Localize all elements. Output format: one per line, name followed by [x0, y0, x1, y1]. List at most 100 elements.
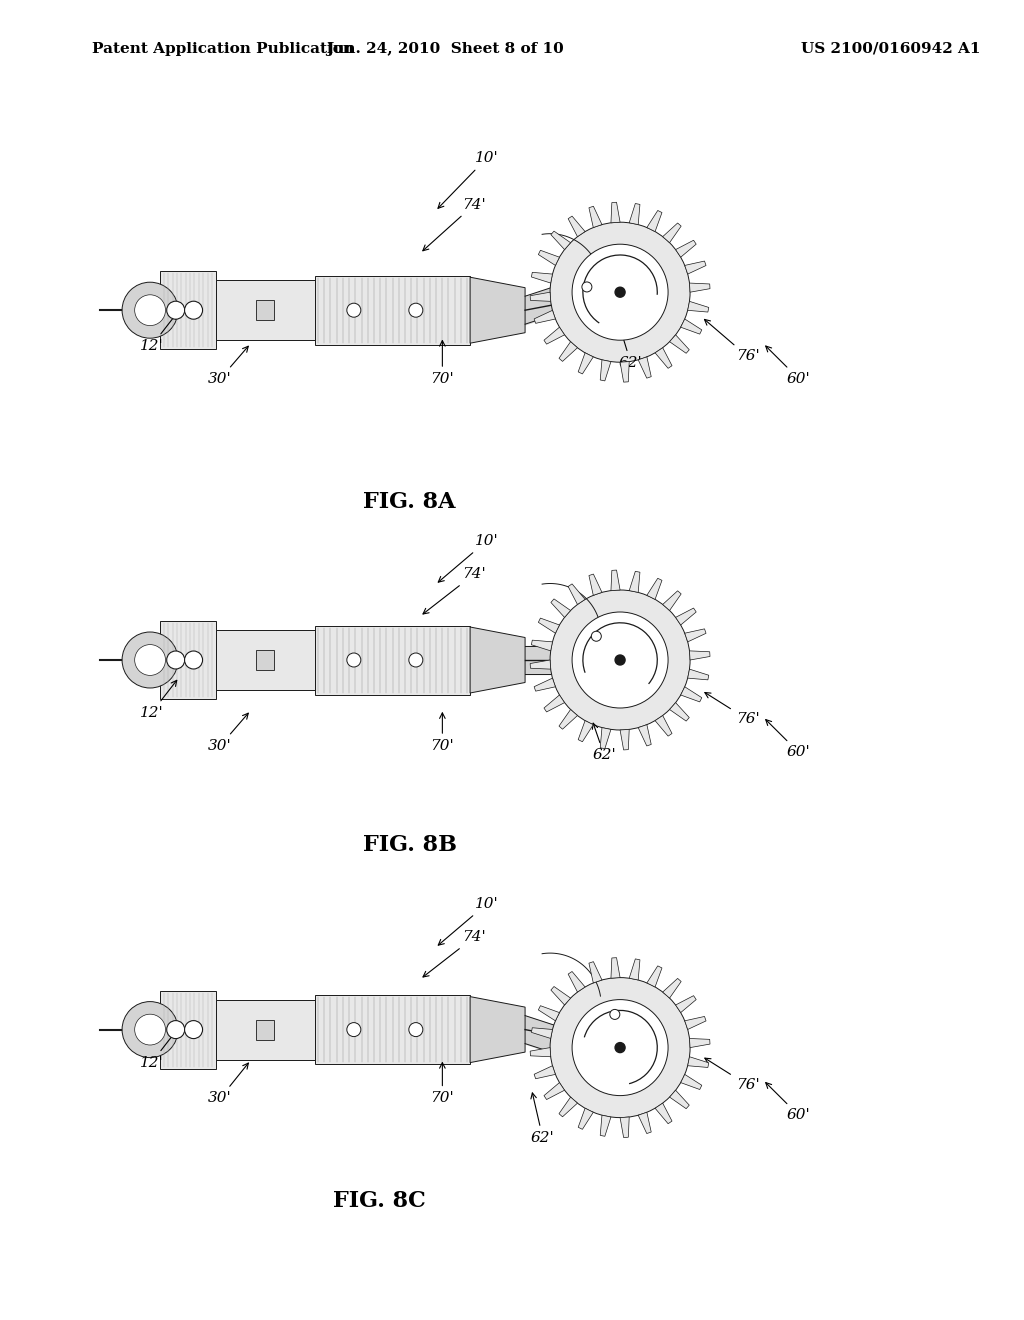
Polygon shape — [638, 1113, 651, 1134]
Polygon shape — [568, 583, 585, 605]
Polygon shape — [689, 282, 710, 292]
Text: 12': 12' — [139, 313, 177, 352]
Polygon shape — [621, 730, 629, 750]
Bar — [160, 271, 216, 350]
Text: 76': 76' — [705, 1059, 760, 1092]
Text: 62': 62' — [618, 330, 643, 370]
Circle shape — [582, 282, 592, 292]
Polygon shape — [530, 660, 551, 669]
Polygon shape — [470, 627, 525, 693]
Polygon shape — [568, 972, 585, 993]
Polygon shape — [655, 1104, 672, 1123]
Polygon shape — [647, 210, 662, 231]
Polygon shape — [621, 1117, 629, 1138]
Polygon shape — [647, 966, 662, 987]
Polygon shape — [647, 578, 662, 599]
Polygon shape — [663, 591, 681, 611]
Polygon shape — [689, 651, 710, 660]
Bar — [256, 1019, 273, 1040]
Circle shape — [167, 1020, 184, 1039]
Text: 10': 10' — [438, 898, 499, 945]
Circle shape — [135, 1014, 166, 1045]
Polygon shape — [579, 721, 593, 742]
Polygon shape — [685, 1016, 706, 1030]
Polygon shape — [579, 1109, 593, 1130]
Bar — [315, 995, 470, 1064]
Polygon shape — [559, 709, 578, 729]
Polygon shape — [568, 216, 585, 236]
Text: 76': 76' — [705, 319, 760, 363]
Circle shape — [347, 1023, 360, 1036]
Bar — [216, 999, 315, 1060]
Text: Patent Application Publication: Patent Application Publication — [92, 42, 354, 55]
Text: 12': 12' — [139, 680, 177, 719]
Polygon shape — [681, 319, 701, 334]
Text: 74': 74' — [423, 568, 486, 614]
Polygon shape — [531, 272, 553, 282]
Text: 30': 30' — [208, 713, 248, 752]
Polygon shape — [589, 962, 602, 983]
Polygon shape — [530, 1048, 551, 1057]
Text: 62': 62' — [530, 1093, 555, 1144]
Circle shape — [610, 1010, 620, 1019]
Circle shape — [550, 222, 690, 362]
Polygon shape — [535, 310, 555, 323]
Polygon shape — [551, 986, 570, 1005]
Polygon shape — [685, 628, 706, 642]
Circle shape — [615, 288, 625, 297]
Polygon shape — [688, 301, 709, 312]
Polygon shape — [685, 261, 706, 275]
Circle shape — [615, 1043, 625, 1052]
Polygon shape — [539, 618, 559, 634]
Text: 30': 30' — [208, 1063, 249, 1105]
Polygon shape — [470, 997, 525, 1063]
Polygon shape — [670, 702, 689, 721]
Text: 60': 60' — [766, 346, 811, 385]
Circle shape — [135, 644, 166, 676]
Polygon shape — [531, 1028, 553, 1039]
Polygon shape — [676, 240, 696, 257]
Circle shape — [122, 632, 178, 688]
Polygon shape — [531, 640, 553, 651]
Polygon shape — [470, 277, 525, 343]
Circle shape — [347, 304, 360, 317]
Polygon shape — [544, 696, 564, 711]
Polygon shape — [539, 1006, 559, 1020]
Polygon shape — [689, 1039, 710, 1048]
Polygon shape — [655, 715, 672, 737]
Polygon shape — [663, 978, 681, 998]
Bar — [256, 300, 273, 321]
Polygon shape — [676, 609, 696, 624]
Circle shape — [409, 1023, 423, 1036]
Text: 10': 10' — [438, 535, 499, 582]
Text: 10': 10' — [438, 152, 499, 209]
Text: Jun. 24, 2010  Sheet 8 of 10: Jun. 24, 2010 Sheet 8 of 10 — [327, 42, 564, 55]
Bar — [216, 280, 315, 341]
Polygon shape — [589, 574, 602, 595]
Text: 62': 62' — [592, 723, 616, 762]
Text: US 2100/0160942 A1: US 2100/0160942 A1 — [801, 42, 981, 55]
Polygon shape — [629, 958, 640, 979]
Polygon shape — [544, 327, 564, 345]
Polygon shape — [589, 206, 602, 227]
Polygon shape — [600, 360, 611, 381]
Polygon shape — [600, 1115, 611, 1137]
Circle shape — [347, 653, 360, 667]
Bar — [160, 990, 216, 1069]
Polygon shape — [535, 678, 555, 692]
Bar — [256, 649, 273, 671]
Text: 74': 74' — [423, 931, 486, 977]
Circle shape — [167, 651, 184, 669]
Polygon shape — [638, 356, 651, 378]
Text: 70': 70' — [430, 341, 455, 385]
Polygon shape — [579, 352, 593, 374]
Polygon shape — [539, 251, 559, 265]
Polygon shape — [676, 995, 696, 1012]
Polygon shape — [559, 1097, 578, 1117]
Bar — [160, 620, 216, 700]
Polygon shape — [559, 342, 578, 362]
Polygon shape — [629, 203, 640, 224]
Text: FIG. 8B: FIG. 8B — [362, 834, 457, 855]
Polygon shape — [688, 669, 709, 680]
Polygon shape — [535, 1065, 555, 1078]
